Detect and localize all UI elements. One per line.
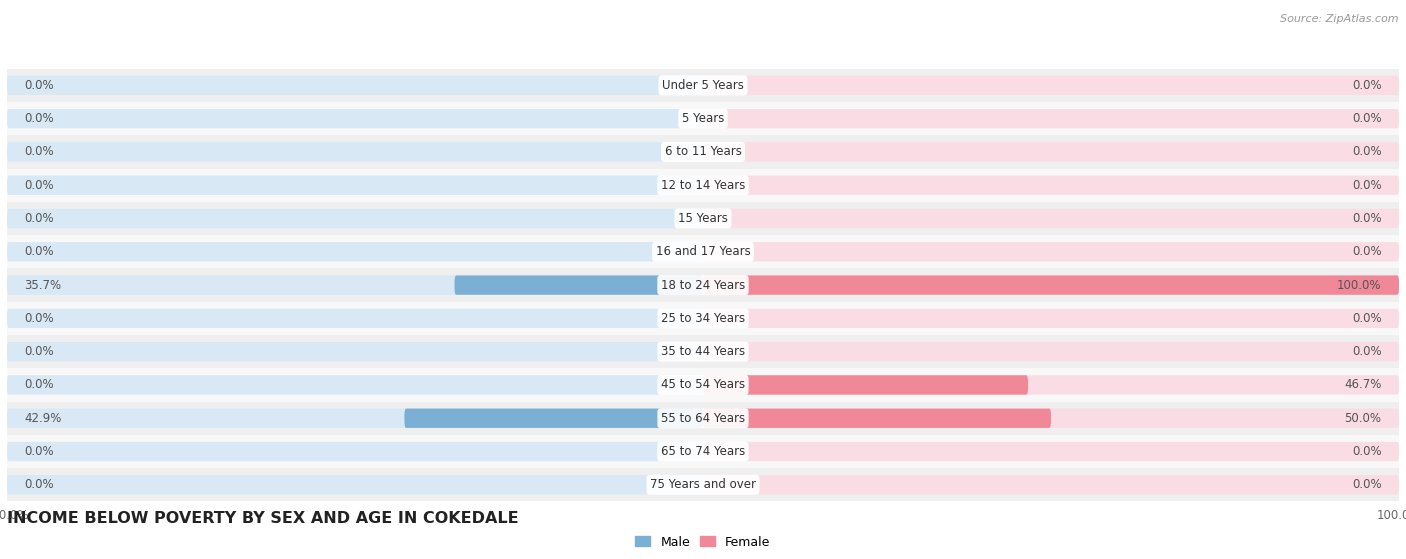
Bar [7, 335, 1399, 368]
FancyBboxPatch shape [703, 409, 1052, 428]
FancyBboxPatch shape [7, 342, 703, 361]
Text: 0.0%: 0.0% [1353, 445, 1382, 458]
Text: 0.0%: 0.0% [1353, 212, 1382, 225]
FancyBboxPatch shape [454, 276, 703, 295]
Text: 100.0%: 100.0% [1337, 278, 1382, 292]
Text: 0.0%: 0.0% [24, 212, 53, 225]
FancyBboxPatch shape [703, 309, 1399, 328]
Text: 50.0%: 50.0% [1344, 412, 1382, 425]
Text: 45 to 54 Years: 45 to 54 Years [661, 378, 745, 391]
FancyBboxPatch shape [703, 475, 1399, 495]
FancyBboxPatch shape [703, 109, 1399, 129]
Bar [7, 302, 1399, 335]
Bar [7, 135, 1399, 169]
Text: 0.0%: 0.0% [24, 479, 53, 491]
FancyBboxPatch shape [7, 109, 703, 129]
FancyBboxPatch shape [405, 409, 703, 428]
Bar [7, 69, 1399, 102]
Text: 15 Years: 15 Years [678, 212, 728, 225]
Text: Source: ZipAtlas.com: Source: ZipAtlas.com [1281, 14, 1399, 24]
Bar [7, 202, 1399, 235]
FancyBboxPatch shape [7, 176, 703, 195]
Text: 42.9%: 42.9% [24, 412, 62, 425]
FancyBboxPatch shape [7, 242, 703, 262]
Text: 16 and 17 Years: 16 and 17 Years [655, 245, 751, 258]
FancyBboxPatch shape [703, 375, 1399, 395]
Text: 0.0%: 0.0% [1353, 479, 1382, 491]
Text: 0.0%: 0.0% [24, 445, 53, 458]
FancyBboxPatch shape [703, 442, 1399, 461]
Text: 46.7%: 46.7% [1344, 378, 1382, 391]
Text: 0.0%: 0.0% [24, 79, 53, 92]
FancyBboxPatch shape [7, 209, 703, 228]
Text: INCOME BELOW POVERTY BY SEX AND AGE IN COKEDALE: INCOME BELOW POVERTY BY SEX AND AGE IN C… [7, 511, 519, 527]
FancyBboxPatch shape [703, 276, 1399, 295]
Text: 35.7%: 35.7% [24, 278, 62, 292]
FancyBboxPatch shape [7, 475, 703, 495]
Text: 55 to 64 Years: 55 to 64 Years [661, 412, 745, 425]
FancyBboxPatch shape [703, 409, 1399, 428]
FancyBboxPatch shape [703, 143, 1399, 162]
FancyBboxPatch shape [7, 309, 703, 328]
FancyBboxPatch shape [7, 143, 703, 162]
FancyBboxPatch shape [7, 276, 703, 295]
Bar [7, 435, 1399, 468]
Text: 5 Years: 5 Years [682, 112, 724, 125]
Text: 0.0%: 0.0% [1353, 345, 1382, 358]
Bar [7, 268, 1399, 302]
FancyBboxPatch shape [703, 242, 1399, 262]
Text: 12 to 14 Years: 12 to 14 Years [661, 179, 745, 192]
FancyBboxPatch shape [703, 75, 1399, 95]
FancyBboxPatch shape [7, 442, 703, 461]
FancyBboxPatch shape [703, 209, 1399, 228]
Text: 0.0%: 0.0% [24, 112, 53, 125]
FancyBboxPatch shape [703, 176, 1399, 195]
Text: 0.0%: 0.0% [24, 145, 53, 158]
Bar [7, 235, 1399, 268]
Text: 0.0%: 0.0% [1353, 312, 1382, 325]
Text: 6 to 11 Years: 6 to 11 Years [665, 145, 741, 158]
Text: 0.0%: 0.0% [24, 312, 53, 325]
Bar [7, 468, 1399, 501]
FancyBboxPatch shape [703, 375, 1028, 395]
Text: 0.0%: 0.0% [1353, 179, 1382, 192]
Text: 65 to 74 Years: 65 to 74 Years [661, 445, 745, 458]
FancyBboxPatch shape [703, 276, 1399, 295]
Text: 75 Years and over: 75 Years and over [650, 479, 756, 491]
Bar [7, 102, 1399, 135]
Text: 0.0%: 0.0% [24, 245, 53, 258]
Text: Under 5 Years: Under 5 Years [662, 79, 744, 92]
FancyBboxPatch shape [7, 75, 703, 95]
Text: 0.0%: 0.0% [24, 378, 53, 391]
Text: 35 to 44 Years: 35 to 44 Years [661, 345, 745, 358]
Text: 18 to 24 Years: 18 to 24 Years [661, 278, 745, 292]
Text: 0.0%: 0.0% [24, 345, 53, 358]
Text: 0.0%: 0.0% [1353, 79, 1382, 92]
Text: 0.0%: 0.0% [1353, 145, 1382, 158]
Text: 0.0%: 0.0% [1353, 245, 1382, 258]
Bar [7, 169, 1399, 202]
Text: 25 to 34 Years: 25 to 34 Years [661, 312, 745, 325]
FancyBboxPatch shape [7, 375, 703, 395]
Text: 0.0%: 0.0% [24, 179, 53, 192]
Bar [7, 401, 1399, 435]
FancyBboxPatch shape [7, 409, 703, 428]
Bar [7, 368, 1399, 401]
Text: 0.0%: 0.0% [1353, 112, 1382, 125]
Legend: Male, Female: Male, Female [630, 530, 776, 553]
FancyBboxPatch shape [703, 342, 1399, 361]
